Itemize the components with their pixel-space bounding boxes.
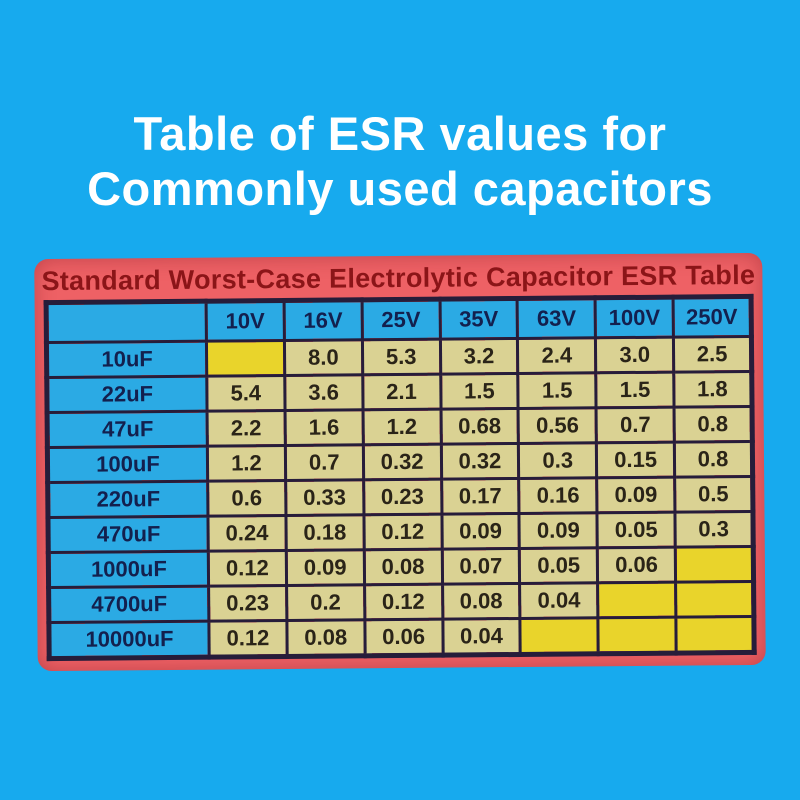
esr-value-cell: 0.23: [363, 479, 442, 515]
voltage-header: 16V: [283, 299, 363, 341]
capacitance-label: 220uF: [47, 481, 208, 518]
esr-value-cell: 0.09: [596, 477, 676, 513]
capacitance-label: 22uF: [46, 376, 208, 413]
esr-value-cell: 0.23: [208, 585, 287, 622]
esr-value-cell: 0.32: [363, 444, 442, 480]
esr-value-cell: 0.3: [675, 511, 754, 548]
esr-value-cell: 2.4: [517, 337, 596, 374]
esr-value-cell: 0.08: [363, 549, 443, 585]
esr-value-cell: 2.5: [673, 336, 752, 373]
page-title: Table of ESR values for Commonly used ca…: [0, 106, 800, 216]
esr-value-cell: 0.56: [518, 407, 597, 444]
esr-value-cell: 0.09: [441, 513, 520, 550]
esr-value-cell: 5.3: [362, 339, 441, 375]
capacitance-label: 470uF: [47, 516, 209, 553]
page-title-line1: Table of ESR values for: [133, 107, 667, 160]
esr-value-cell: 0.08: [442, 583, 521, 620]
table-body: 10uF 8.0 5.3 3.2 2.4 3.0 2.5 22uF 5.4 3.6 2.1 1.5 1.…: [46, 336, 755, 659]
capacitance-label: 10000uF: [48, 621, 210, 659]
esr-table: 10V 16V 25V 35V 63V 100V 250V 10uF 8.0 5.3 3.2 2.4…: [43, 293, 757, 662]
voltage-header: 63V: [517, 297, 596, 339]
esr-value-cell: 0.07: [441, 548, 520, 585]
esr-empty-cell: [206, 340, 285, 377]
esr-value-cell: 0.3: [518, 442, 597, 479]
table-header: 10V 16V 25V 35V 63V 100V 250V: [46, 296, 752, 343]
esr-value-cell: 1.5: [518, 372, 597, 409]
esr-value-cell: 5.4: [206, 375, 285, 412]
corner-cell: [46, 301, 207, 343]
esr-value-cell: 1.2: [207, 445, 286, 482]
esr-empty-cell: [675, 546, 754, 583]
esr-value-cell: 0.5: [674, 476, 753, 513]
esr-value-cell: 1.5: [595, 372, 675, 408]
voltage-header: 100V: [595, 297, 674, 338]
esr-value-cell: 3.2: [439, 338, 519, 375]
esr-value-cell: 0.17: [441, 478, 520, 515]
esr-value-cell: 0.7: [596, 407, 675, 443]
esr-value-cell: 0.05: [519, 547, 598, 584]
esr-value-cell: 0.06: [364, 619, 443, 656]
capacitance-label: 47uF: [47, 411, 208, 448]
voltage-header: 25V: [361, 299, 440, 340]
table-row: 10000uF 0.12 0.08 0.06 0.04: [48, 616, 755, 659]
voltage-header: 250V: [673, 296, 752, 338]
esr-empty-cell: [675, 616, 755, 654]
esr-empty-cell: [597, 582, 676, 618]
esr-value-cell: 0.04: [442, 618, 521, 656]
esr-value-cell: 0.8: [674, 406, 753, 443]
esr-value-cell: 0.04: [519, 582, 599, 619]
esr-value-cell: 0.12: [208, 620, 288, 658]
voltage-header: 35V: [439, 298, 518, 340]
header-row: 10V 16V 25V 35V 63V 100V 250V: [46, 296, 752, 343]
esr-value-cell: 0.12: [364, 584, 443, 620]
esr-value-cell: 0.7: [285, 444, 364, 481]
esr-table-card: Standard Worst-Case Electrolytic Capacit…: [34, 252, 766, 672]
table-title: Standard Worst-Case Electrolytic Capacit…: [41, 259, 756, 297]
esr-value-cell: 0.24: [207, 515, 287, 552]
esr-value-cell: 1.6: [284, 409, 364, 446]
esr-value-cell: 2.2: [207, 410, 286, 447]
page-title-line2: Commonly used capacitors: [87, 162, 713, 215]
esr-value-cell: 1.8: [673, 371, 753, 408]
esr-value-cell: 0.12: [363, 514, 442, 550]
esr-value-cell: 0.08: [286, 619, 365, 657]
esr-value-cell: 0.8: [674, 441, 753, 478]
esr-empty-cell: [675, 581, 754, 618]
esr-empty-cell: [598, 617, 677, 654]
esr-value-cell: 8.0: [284, 339, 363, 376]
esr-value-cell: 1.2: [362, 409, 441, 445]
esr-value-cell: 2.1: [362, 374, 441, 410]
esr-value-cell: 0.6: [207, 480, 286, 517]
capacitance-label: 4700uF: [48, 586, 209, 623]
esr-value-cell: 0.68: [440, 408, 519, 445]
esr-value-cell: 0.2: [286, 584, 365, 621]
capacitance-label: 10uF: [46, 341, 207, 378]
esr-value-cell: 0.12: [208, 550, 287, 587]
esr-value-cell: 0.18: [285, 514, 364, 551]
esr-value-cell: 3.6: [284, 374, 363, 411]
capacitance-label: 1000uF: [48, 551, 209, 588]
esr-value-cell: 0.32: [440, 443, 520, 480]
esr-value-cell: 0.15: [596, 442, 675, 478]
esr-value-cell: 0.06: [597, 547, 676, 583]
esr-value-cell: 0.16: [519, 477, 598, 514]
esr-value-cell: 0.05: [597, 512, 676, 548]
esr-value-cell: 3.0: [595, 337, 674, 373]
capacitance-label: 100uF: [47, 446, 208, 483]
esr-value-cell: 0.09: [286, 549, 365, 586]
esr-value-cell: 1.5: [440, 373, 519, 410]
esr-empty-cell: [520, 617, 599, 655]
esr-value-cell: 0.09: [519, 512, 598, 549]
esr-value-cell: 0.33: [285, 479, 364, 516]
voltage-header: 10V: [206, 300, 285, 342]
